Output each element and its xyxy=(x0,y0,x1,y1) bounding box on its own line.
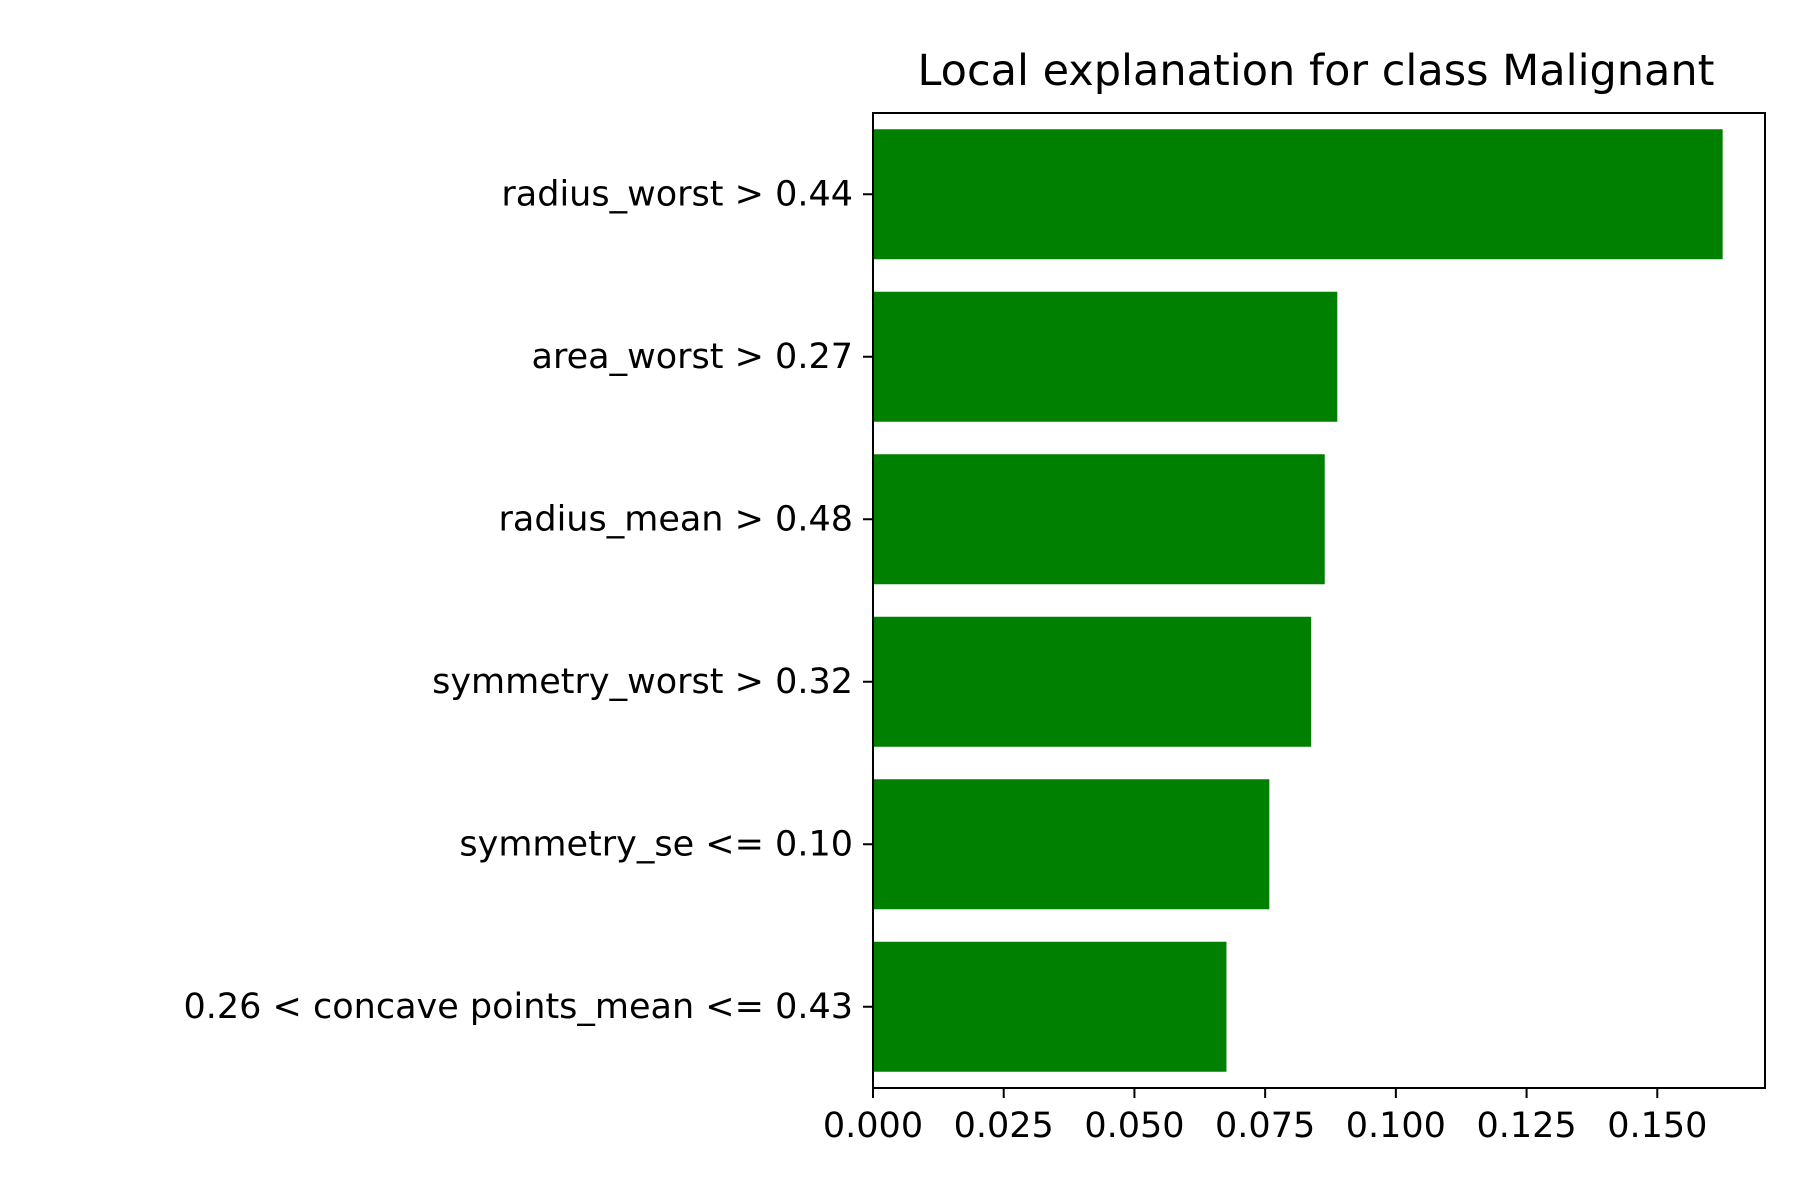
chart-title: Local explanation for class Malignant xyxy=(917,46,1714,96)
bars-group xyxy=(873,129,1723,1072)
y-axis: radius_worst > 0.44 area_worst > 0.27 radi… xyxy=(184,174,873,1027)
bar xyxy=(873,129,1723,260)
y-tick-label: radius_mean > 0.48 xyxy=(499,499,853,539)
x-tick-label: 0.150 xyxy=(1607,1106,1707,1146)
bar xyxy=(873,779,1270,910)
y-tick-label: symmetry_worst > 0.32 xyxy=(432,662,853,702)
bar xyxy=(873,291,1338,422)
y-tick-label: 0.26 < concave points_mean <= 0.43 xyxy=(184,987,854,1027)
x-tick-label: 0.125 xyxy=(1476,1106,1576,1146)
bar xyxy=(873,454,1325,585)
x-axis: 0.000 0.025 0.050 0.075 0.100 0.125 0.150 xyxy=(823,1088,1707,1146)
x-tick-label: 0.025 xyxy=(954,1106,1054,1146)
x-tick-label: 0.075 xyxy=(1215,1106,1315,1146)
y-tick-label: symmetry_se <= 0.10 xyxy=(459,824,853,864)
bar xyxy=(873,616,1312,747)
y-tick-label: radius_worst > 0.44 xyxy=(501,174,853,214)
x-tick-label: 0.050 xyxy=(1084,1106,1184,1146)
y-tick-label: area_worst > 0.27 xyxy=(532,337,853,377)
plot-area-frame xyxy=(872,112,1766,1089)
x-tick-label: 0.100 xyxy=(1346,1106,1446,1146)
x-tick-label: 0.000 xyxy=(823,1106,923,1146)
bar xyxy=(873,941,1227,1072)
